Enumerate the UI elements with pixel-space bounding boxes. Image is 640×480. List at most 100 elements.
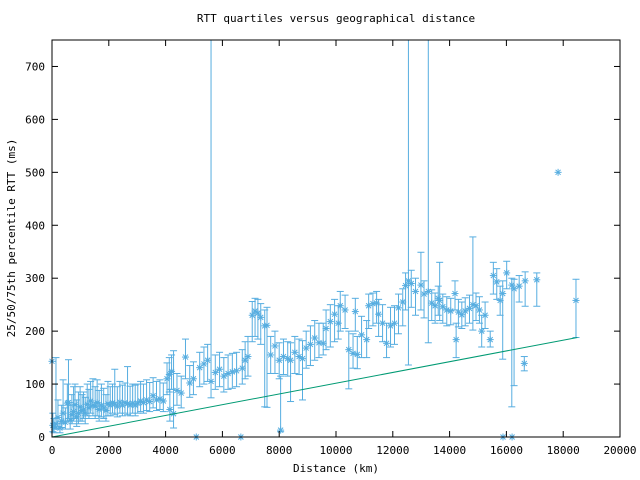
errorbar-point [452,322,460,359]
errorbar-point [244,335,252,377]
median-marker [402,282,409,289]
errorbar-point [173,372,181,406]
median-marker [284,355,291,362]
median-marker [473,302,479,309]
median-marker [358,331,365,338]
errorbar-point [399,288,407,327]
errorbar-point [383,322,391,359]
errorbar-point [207,40,215,399]
y-tick-label: 300 [25,272,45,285]
median-marker [452,290,458,297]
median-marker [499,290,506,297]
errorbar-point [298,340,306,401]
median-marker [124,400,131,407]
errorbar-point [124,366,132,416]
errorbar-point [146,381,154,413]
median-marker [150,392,156,399]
errorbar-point [326,304,334,348]
median-marker [408,280,415,287]
median-marker [421,291,427,297]
errorbar-point [436,261,444,322]
median-marker [320,340,327,347]
median-marker [166,371,173,378]
errorbar-point [220,357,228,393]
median-marker [249,312,256,319]
errorbar-point [271,330,279,374]
y-tick-label: 500 [25,166,45,179]
errorbar-point [510,278,518,387]
median-marker [327,318,334,325]
median-marker [447,308,454,314]
errorbar-point [263,306,271,408]
median-marker [391,320,398,327]
errorbar-point [336,290,344,332]
errorbar-point [375,298,383,337]
median-marker [337,302,344,309]
x-tick-label: 10000 [319,444,352,457]
errorbar-point [200,346,208,385]
errorbar-point [387,306,395,348]
median-marker [533,276,540,283]
errorbar-point [248,300,256,343]
median-marker [555,169,561,176]
x-tick-label: 2000 [96,444,123,457]
errorbar-point [177,375,185,409]
errorbar-point [394,293,402,335]
errorbar-point [291,335,299,374]
median-marker [439,303,446,310]
median-marker [399,299,406,305]
errorbar-point [254,298,262,340]
median-marker [573,297,579,304]
median-marker [167,406,173,413]
errorbar-point [515,275,523,303]
median-marker [114,403,121,410]
data-layer [48,40,580,441]
median-marker [212,369,219,376]
errorbar-point [241,341,249,380]
errorbar-point [345,330,353,390]
median-marker [90,402,96,409]
errorbar-point [493,268,501,300]
errorbar-point [257,303,265,345]
plot-border [51,39,621,438]
errorbar-point [520,356,528,372]
errorbar-point [439,293,447,324]
median-marker [453,336,459,343]
median-marker [345,346,352,353]
errorbar-point [295,338,303,376]
errorbar-point [424,40,432,344]
median-marker [182,354,189,360]
errorbar-point [489,261,497,295]
x-tick-label: 0 [49,444,56,457]
median-marker [354,351,361,358]
x-tick-label: 4000 [152,444,179,457]
errorbar-point [428,289,436,322]
errorbar-point [469,236,477,331]
median-marker [476,307,483,313]
errorbar-point [196,351,204,388]
median-marker [153,397,160,403]
median-marker [216,366,223,373]
x-tick-label: 18000 [547,444,580,457]
median-marker [470,301,476,308]
median-marker [255,310,261,316]
errorbar-point [503,260,511,290]
median-marker [323,325,329,332]
errorbar-point [461,297,469,327]
median-marker [352,308,359,315]
errorbar-point [572,278,580,338]
errorbar-point [275,342,283,380]
errorbar-point [412,277,420,316]
errorbar-point [267,335,275,374]
median-marker [264,322,270,329]
median-marker [164,375,170,382]
median-marker [436,297,443,304]
median-marker [516,283,523,289]
median-marker [370,300,376,307]
errorbar-point [363,320,371,359]
errorbar-point [404,40,412,366]
median-marker [521,360,528,367]
median-marker [208,378,214,385]
